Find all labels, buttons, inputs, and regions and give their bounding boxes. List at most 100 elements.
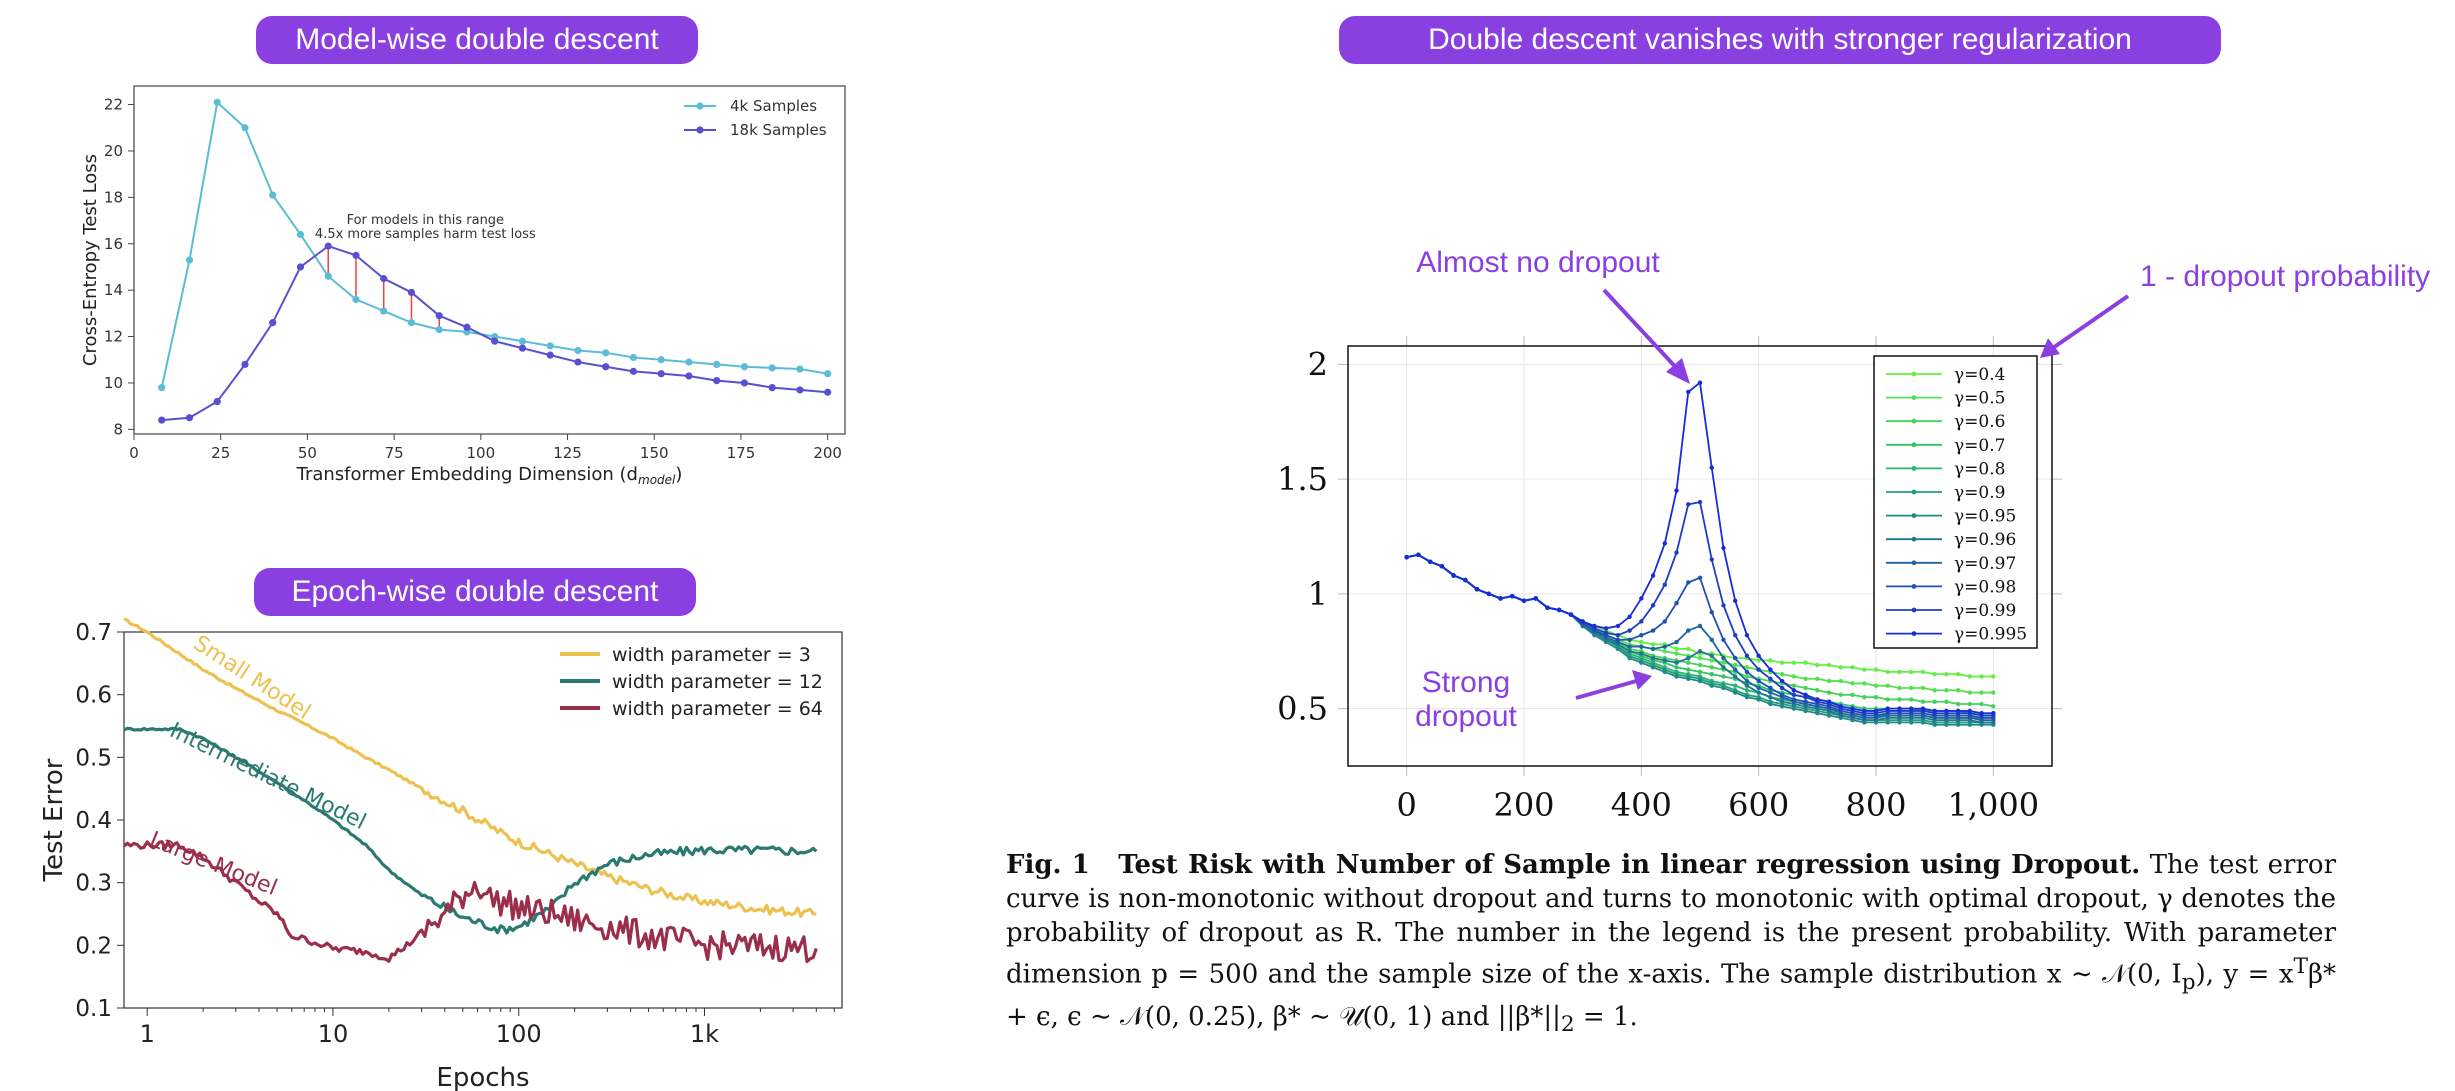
point-1-39: [1862, 681, 1867, 686]
point-1-27: [1721, 660, 1726, 665]
point-1-47: [1955, 688, 1961, 693]
point-1-12: [491, 337, 499, 345]
plot-frame: [1347, 345, 2053, 767]
point-0-5: [296, 230, 305, 239]
point-1-16: [602, 363, 610, 371]
legend-marker-8: [1911, 560, 1917, 566]
point-1-4: [269, 319, 277, 327]
point-9-22: [1662, 619, 1668, 624]
point-10-32: [1779, 685, 1785, 691]
legend-label-3: γ=0.7: [1954, 436, 2005, 456]
point-0-13: [518, 337, 527, 345]
point-9-25: [1697, 575, 1703, 581]
point-1-36: [1826, 678, 1832, 684]
point-11-42: [1897, 706, 1902, 711]
x-tick-label-5: 125: [553, 444, 582, 462]
point-2-42: [1897, 697, 1902, 702]
point-2-29: [1744, 674, 1750, 679]
point-4-28: [1733, 683, 1738, 688]
point-8-24: [1686, 628, 1691, 633]
point-2-33: [1791, 683, 1797, 688]
point-9-32: [1779, 692, 1785, 698]
x-axis-label-sub: model: [638, 473, 676, 487]
point-6-33: [1791, 706, 1797, 711]
point-6-45: [1932, 722, 1937, 727]
point-0-48: [1967, 674, 1973, 679]
point-2-35: [1815, 688, 1820, 693]
y-axis-label: Cross-Entropy Test Loss: [80, 154, 101, 366]
point-1-17: [629, 367, 638, 375]
point-11-29: [1744, 632, 1750, 638]
point-1-0: [158, 416, 166, 424]
point-1-48: [1967, 690, 1973, 695]
legend-marker-3: [1911, 442, 1917, 448]
point-10-26: [1709, 557, 1714, 562]
point-1-9: [407, 288, 416, 297]
point-7-32: [1779, 699, 1785, 704]
point-7-29: [1744, 683, 1750, 688]
point-1-21: [740, 379, 749, 387]
point-6-47: [1955, 722, 1961, 727]
point-1-26: [1709, 658, 1714, 663]
point-8-26: [1709, 637, 1714, 642]
point-11-41: [1885, 706, 1890, 711]
point-0-23: [796, 365, 804, 373]
point-10-21: [1650, 603, 1656, 608]
point-1-24: [824, 388, 832, 396]
caption-body: The test error curve is non-monotonic wi…: [1006, 850, 2336, 990]
point-10-30: [1756, 667, 1761, 672]
x-tick-label-0: 1: [140, 1020, 155, 1048]
chart1-title: Model-wise double descent: [256, 16, 698, 64]
point-0-3: [241, 124, 249, 132]
x-tick-label-2: 400: [1611, 786, 1672, 824]
point-9-33: [1791, 697, 1797, 702]
chart2-title: Epoch-wise double descent: [254, 568, 696, 616]
point-2-37: [1838, 692, 1844, 698]
point-11-44: [1920, 706, 1926, 711]
point-9-30: [1756, 678, 1761, 684]
x-tick-label-3: 75: [385, 444, 404, 462]
point-8-19: [1627, 644, 1632, 649]
point-6-29: [1744, 694, 1750, 700]
point-0-16: [602, 349, 610, 357]
point-7-24: [1686, 655, 1691, 661]
point-10-27: [1721, 603, 1726, 608]
legend-marker-5: [1911, 489, 1917, 495]
point-0-44: [1920, 669, 1926, 675]
point-1-14: [546, 351, 554, 359]
y-tick-label-1: 0.2: [75, 933, 112, 959]
point-9-31: [1768, 685, 1773, 691]
y-tick-label-4: 0.5: [75, 745, 112, 771]
point-1-40: [1873, 683, 1879, 688]
point-7-30: [1756, 690, 1761, 695]
y-tick-label-1: 10: [104, 374, 123, 392]
point-0-47: [1955, 671, 1961, 677]
point-1-22: [1662, 649, 1668, 654]
legend-label-1: 18k Samples: [730, 121, 827, 139]
legend-label-5: γ=0.9: [1954, 483, 2005, 503]
point-10-25: [1697, 499, 1703, 505]
point-0-21: [1650, 642, 1656, 647]
point-11-18: [1615, 623, 1621, 629]
point-0-22: [768, 364, 776, 372]
point-11-16: [1592, 623, 1597, 629]
point-2-25: [1697, 662, 1703, 668]
point-11-13: [1557, 607, 1562, 613]
point-2-40: [1873, 694, 1879, 700]
point-11-7: [1486, 591, 1492, 597]
y-tick-label-3: 14: [104, 281, 123, 299]
point-11-35: [1815, 697, 1820, 702]
point-11-23: [1674, 488, 1679, 493]
caption-label: Fig. 1: [1006, 850, 1090, 880]
legend-label-1: γ=0.5: [1954, 389, 2005, 409]
y-tick-label-0: 8: [113, 420, 123, 438]
point-11-14: [1568, 612, 1574, 617]
point-11-11: [1533, 596, 1538, 601]
point-0-24: [824, 370, 832, 378]
point-0-40: [1873, 667, 1879, 672]
chart3-title: Double descent vanishes with stronger re…: [1339, 16, 2221, 64]
caption-body-end: β* + ϵ, ϵ ∼ 𝒩(0, 0.25), β* ∼ 𝒰(0, 1) and…: [1006, 959, 2336, 1032]
point-0-36: [1826, 662, 1832, 668]
legend-label-0: γ=0.4: [1954, 365, 2005, 385]
legend-box: [1873, 355, 2038, 649]
